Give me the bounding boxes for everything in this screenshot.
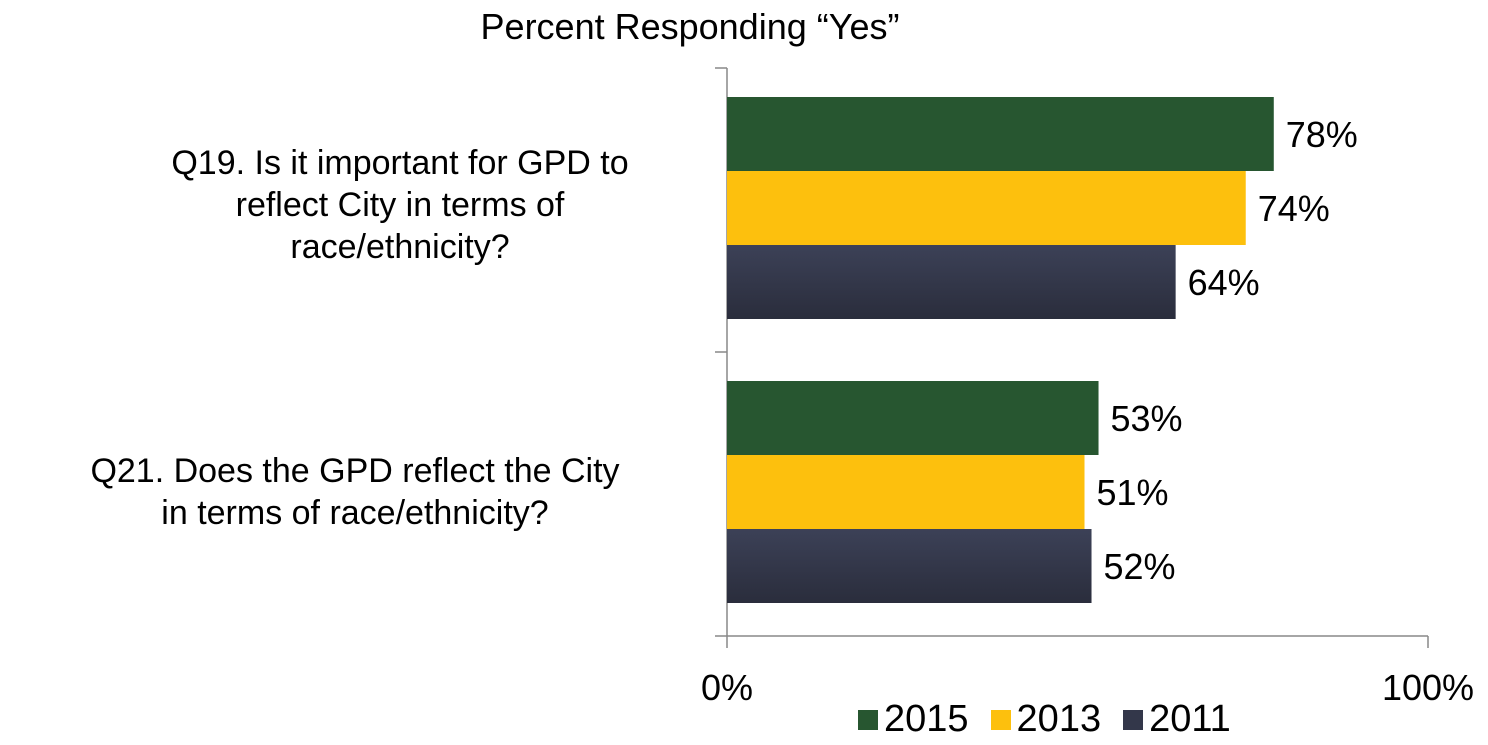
legend-item-2015: 2015 (858, 698, 969, 741)
bar-2015-cat1 (727, 381, 1099, 455)
bar-2011-cat0 (727, 245, 1176, 319)
category-label-line: Q21. Does the GPD reflect the City (90, 452, 620, 490)
legend-swatch (990, 709, 1011, 730)
data-label: 64% (1188, 262, 1260, 303)
category-label-line: in terms of race/ethnicity? (161, 494, 549, 532)
data-label: 52% (1104, 546, 1176, 587)
data-label: 78% (1286, 114, 1358, 155)
bar-2011-cat1 (727, 529, 1092, 603)
data-label: 74% (1258, 188, 1330, 229)
bar-2013-cat0 (727, 171, 1246, 245)
category-label-q19: Q19. Is it important for GPD to reflect … (100, 142, 700, 268)
category-label-line: race/ethnicity? (290, 228, 510, 266)
legend: 2015 2013 2011 (858, 698, 1253, 741)
category-label-line: Q19. Is it important for GPD to (171, 144, 629, 182)
legend-label: 2013 (1016, 698, 1102, 740)
legend-item-2011: 2011 (1123, 698, 1231, 741)
chart-title: Percent Responding “Yes” (480, 6, 900, 47)
category-label-line: reflect City in terms of (235, 186, 565, 224)
data-label: 53% (1111, 398, 1183, 439)
data-label: 51% (1097, 472, 1169, 513)
x-tick-label: 100% (1382, 667, 1474, 708)
legend-label: 2011 (1149, 698, 1231, 740)
legend-item-2013: 2013 (990, 698, 1102, 741)
bar-2013-cat1 (727, 455, 1085, 529)
bar-2015-cat0 (727, 97, 1274, 171)
legend-label: 2015 (884, 698, 969, 740)
legend-swatch (1123, 709, 1144, 730)
category-label-q21: Q21. Does the GPD reflect the City in te… (0, 450, 710, 534)
x-tick-label: 0% (701, 667, 753, 708)
legend-swatch (858, 709, 878, 730)
